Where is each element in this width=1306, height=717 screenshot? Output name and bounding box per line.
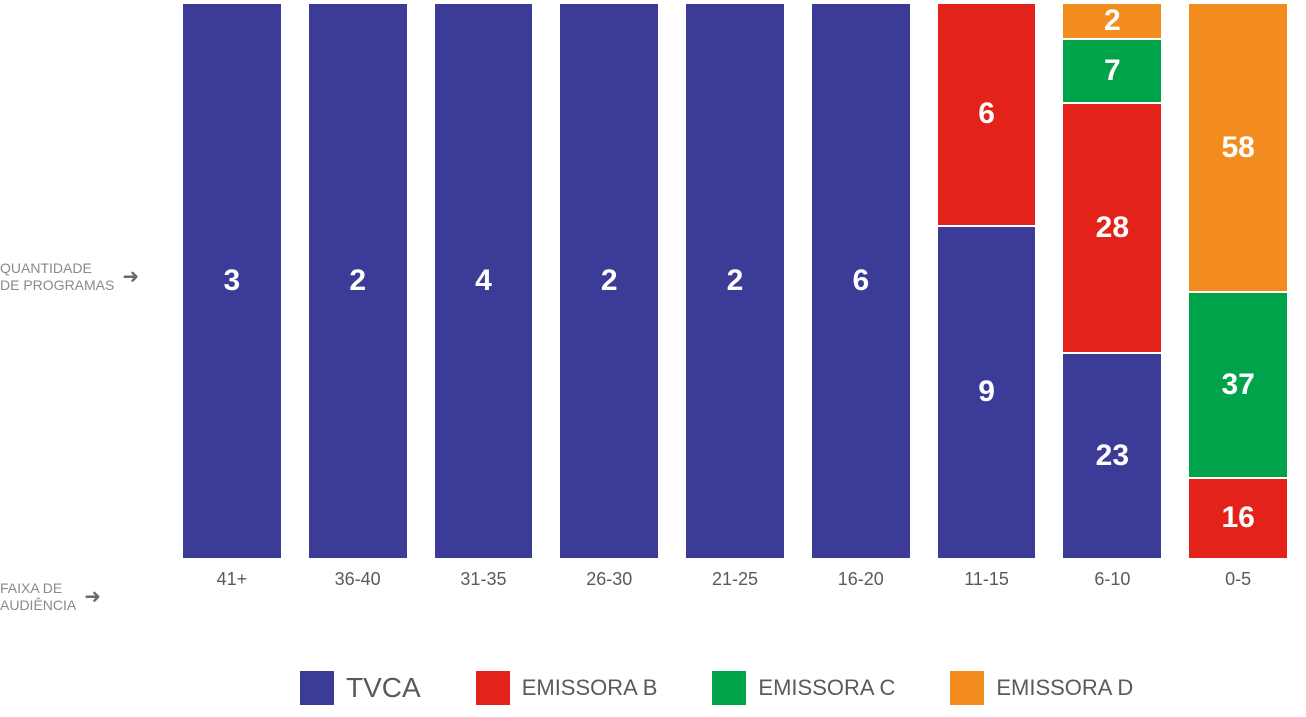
chart-bar: 163758	[1186, 1, 1290, 561]
arrow-icon: ➜	[84, 585, 101, 609]
chart-segment-tvca: 23	[1063, 352, 1161, 558]
chart-segment-emissora_c: 7	[1063, 38, 1161, 102]
chart-segment-emissora_b: 6	[938, 4, 1036, 225]
x-axis-label: 11-15	[964, 569, 1009, 590]
legend-swatch-icon	[950, 671, 984, 705]
chart-segment-tvca: 2	[686, 4, 784, 558]
y-label-quantidade: QUANTIDADE DE PROGRAMAS ➜	[0, 260, 139, 294]
chart-bar: 96	[935, 1, 1039, 561]
legend: TVCA EMISSORA B EMISSORA C EMISSORA D	[300, 671, 1133, 705]
chart-column: 2 36-40	[306, 1, 410, 590]
chart-segment-emissora_d: 58	[1189, 4, 1287, 291]
chart-column: 2 21-25	[683, 1, 787, 590]
legend-label: EMISSORA C	[758, 675, 895, 701]
chart-bar: 2	[306, 1, 410, 561]
x-axis-label: 26-30	[586, 569, 632, 590]
chart-column: 6 16-20	[809, 1, 913, 590]
chart-segment-tvca: 4	[435, 4, 533, 558]
arrow-icon: ➜	[122, 265, 139, 289]
chart-column: 96 11-15	[935, 1, 1039, 590]
chart-segment-emissora_c: 37	[1189, 291, 1287, 476]
legend-item-emissora_c: EMISSORA C	[712, 671, 895, 705]
x-axis-label: 21-25	[712, 569, 758, 590]
legend-swatch-icon	[300, 671, 334, 705]
chart-column: 163758 0-5	[1186, 1, 1290, 590]
legend-label: EMISSORA D	[996, 675, 1133, 701]
legend-swatch-icon	[476, 671, 510, 705]
x-axis-label: 6-10	[1094, 569, 1130, 590]
chart-segment-tvca: 2	[309, 4, 407, 558]
legend-label: EMISSORA B	[522, 675, 658, 701]
y-label-faixa: FAIXA DE AUDIÊNCIA ➜	[0, 580, 101, 614]
x-axis-label: 31-35	[460, 569, 506, 590]
y-label-quantidade-text: QUANTIDADE DE PROGRAMAS	[0, 260, 114, 294]
stacked-bar-chart: 341+236-40431-35226-30221-25616-209611-1…	[180, 10, 1290, 590]
legend-label: TVCA	[346, 672, 421, 704]
y-label-faixa-text: FAIXA DE AUDIÊNCIA	[0, 580, 76, 614]
x-axis-label: 41+	[217, 569, 248, 590]
chart-column: 4 31-35	[432, 1, 536, 590]
chart-bar: 6	[809, 1, 913, 561]
chart-column: 3 41+	[180, 1, 284, 590]
x-axis-label: 36-40	[335, 569, 381, 590]
chart-segment-tvca: 9	[938, 225, 1036, 558]
chart-bar: 2	[557, 1, 661, 561]
chart-segment-emissora_b: 28	[1063, 102, 1161, 352]
chart-segment-emissora_d: 2	[1063, 4, 1161, 38]
x-axis-label: 0-5	[1225, 569, 1251, 590]
chart-segment-tvca: 2	[560, 4, 658, 558]
y-axis-labels: QUANTIDADE DE PROGRAMAS ➜ FAIXA DE AUDIÊ…	[0, 0, 170, 620]
legend-swatch-icon	[712, 671, 746, 705]
chart-bar: 4	[432, 1, 536, 561]
legend-item-emissora_d: EMISSORA D	[950, 671, 1133, 705]
chart-bar: 3	[180, 1, 284, 561]
chart-bar: 2	[683, 1, 787, 561]
legend-item-emissora_b: EMISSORA B	[476, 671, 658, 705]
chart-segment-tvca: 3	[183, 4, 281, 558]
chart-segment-tvca: 6	[812, 4, 910, 558]
chart-column: 2 26-30	[557, 1, 661, 590]
x-axis-label: 16-20	[838, 569, 884, 590]
chart-segment-emissora_b: 16	[1189, 477, 1287, 558]
chart-bar: 232872	[1060, 1, 1164, 561]
legend-item-tvca: TVCA	[300, 671, 421, 705]
chart-column: 232872 6-10	[1060, 1, 1164, 590]
